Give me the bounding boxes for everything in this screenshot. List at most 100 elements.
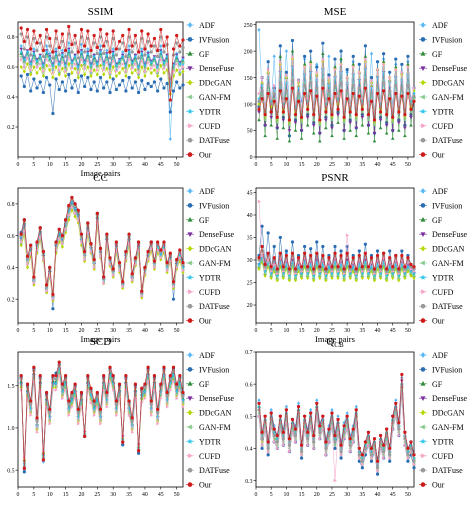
data-point xyxy=(403,126,407,130)
data-point xyxy=(278,44,282,48)
data-point xyxy=(64,227,68,232)
legend-marker xyxy=(187,274,193,280)
legend-label: DenseFuse xyxy=(432,230,468,239)
data-point xyxy=(363,443,368,447)
x-tick-label: 10 xyxy=(283,162,289,168)
data-point xyxy=(121,33,125,38)
y-tick-label: 250 xyxy=(244,23,253,29)
data-point xyxy=(281,430,285,434)
data-point xyxy=(181,394,185,398)
data-point xyxy=(89,74,93,78)
data-point xyxy=(348,274,352,278)
data-point xyxy=(149,44,153,48)
data-point xyxy=(111,388,116,392)
data-point xyxy=(342,278,346,283)
data-point xyxy=(327,75,331,80)
data-point xyxy=(156,240,160,244)
data-point xyxy=(25,62,30,66)
data-point xyxy=(35,48,39,53)
data-point xyxy=(390,274,394,278)
data-point xyxy=(98,75,103,80)
data-point xyxy=(48,63,52,68)
data-point xyxy=(133,256,138,260)
series-points-datfuse xyxy=(19,32,185,81)
data-point xyxy=(149,402,153,406)
data-point xyxy=(133,80,138,84)
data-point xyxy=(375,459,380,463)
data-point xyxy=(303,91,307,96)
data-point xyxy=(22,47,26,51)
data-point xyxy=(159,44,163,48)
data-point xyxy=(302,417,307,422)
data-point xyxy=(290,49,295,53)
data-point xyxy=(391,267,395,271)
data-point xyxy=(136,240,141,244)
data-point xyxy=(330,265,334,269)
x-tick-label: 0 xyxy=(17,492,20,498)
legend-marker xyxy=(187,396,193,401)
data-point xyxy=(146,365,150,369)
data-point xyxy=(345,68,349,72)
data-point xyxy=(275,440,279,444)
legend: ADFIVFusionGFDenseFuseDDcGANGAN-FMYDTRCU… xyxy=(186,351,235,490)
data-point xyxy=(260,443,264,447)
data-point xyxy=(38,374,42,378)
series-line-gan-fm xyxy=(20,53,184,89)
data-point xyxy=(327,253,331,258)
data-point xyxy=(330,271,334,276)
data-point xyxy=(400,62,404,66)
data-point xyxy=(324,126,328,130)
data-point xyxy=(168,84,173,89)
legend-marker xyxy=(187,424,192,430)
data-point xyxy=(92,33,96,38)
data-point xyxy=(127,27,131,32)
data-point xyxy=(108,72,112,77)
data-point xyxy=(156,89,160,93)
legend-marker xyxy=(188,123,193,129)
data-point xyxy=(83,72,87,77)
y-tick-label: 50 xyxy=(247,129,253,135)
data-point xyxy=(333,446,337,451)
data-point xyxy=(89,386,93,390)
data-point xyxy=(284,49,288,54)
data-point xyxy=(330,424,334,428)
data-point xyxy=(406,459,410,463)
data-point xyxy=(409,271,413,276)
data-point xyxy=(311,118,315,122)
series-line-our xyxy=(20,196,184,295)
data-point xyxy=(38,230,43,235)
data-point xyxy=(54,377,58,381)
legend-marker xyxy=(187,438,193,444)
legend-label: YDTR xyxy=(199,273,221,282)
data-point xyxy=(363,78,367,82)
data-point xyxy=(385,440,389,444)
data-point xyxy=(336,113,340,117)
data-point xyxy=(403,276,407,280)
data-point xyxy=(165,42,169,47)
x-tick-label: 35 xyxy=(126,492,132,498)
data-point xyxy=(143,69,147,74)
data-point xyxy=(263,265,267,269)
data-point xyxy=(82,60,87,65)
data-point xyxy=(260,437,264,441)
y-tick-label: 0.7 xyxy=(245,350,252,356)
data-point xyxy=(95,72,99,77)
data-point xyxy=(260,89,264,93)
data-point xyxy=(99,57,103,62)
data-point xyxy=(127,75,131,80)
data-point xyxy=(403,265,407,269)
data-point xyxy=(25,382,30,386)
data-point xyxy=(284,97,288,101)
data-point xyxy=(98,35,103,39)
data-point xyxy=(309,62,313,67)
data-point xyxy=(38,80,42,84)
data-point xyxy=(384,124,389,128)
data-point xyxy=(339,446,344,451)
chart-title: MSE xyxy=(324,6,347,18)
data-point xyxy=(263,427,267,431)
data-point xyxy=(282,443,286,447)
data-point xyxy=(175,382,179,386)
data-point xyxy=(269,407,273,412)
data-point xyxy=(67,62,71,66)
data-point xyxy=(412,86,416,90)
